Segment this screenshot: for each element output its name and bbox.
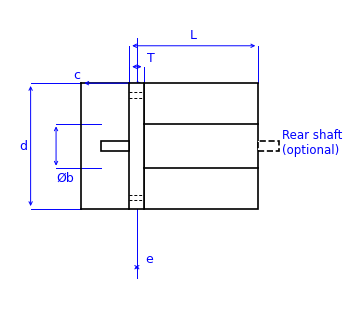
Text: e: e <box>145 253 153 266</box>
Text: d: d <box>19 140 27 153</box>
Text: c: c <box>73 69 80 82</box>
Text: L: L <box>190 29 197 42</box>
Text: Rear shaft
(optional): Rear shaft (optional) <box>282 129 342 157</box>
Bar <box>144 83 258 209</box>
Bar <box>258 141 279 151</box>
Bar <box>129 83 144 209</box>
Text: Øb: Øb <box>56 172 74 185</box>
Bar <box>101 141 129 151</box>
Text: T: T <box>147 52 155 65</box>
